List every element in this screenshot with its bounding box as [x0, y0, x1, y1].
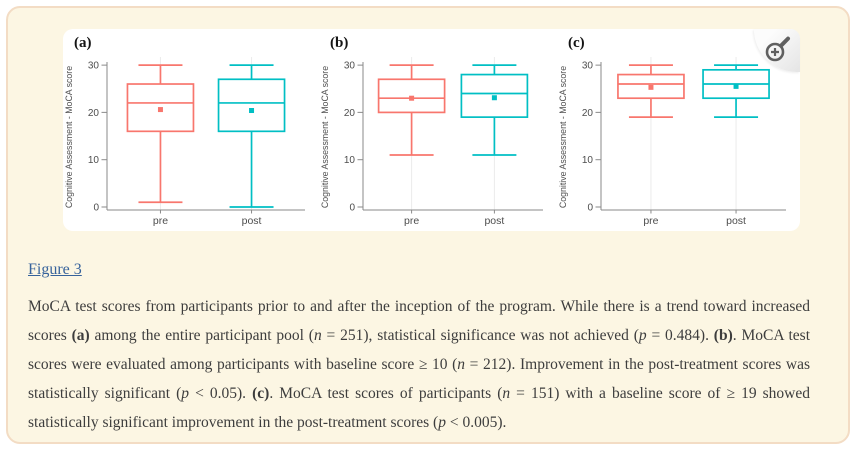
y-tick-label: 10 — [582, 155, 594, 166]
mean-marker — [249, 108, 255, 114]
caption-run: among the entire participant pool ( — [89, 327, 314, 344]
box-post — [217, 78, 286, 133]
panel-letter-c: (c) — [568, 35, 585, 51]
y-tick-label: 20 — [88, 108, 100, 119]
y-tick-label: 20 — [344, 108, 356, 119]
panel-letter-a: (a) — [74, 35, 92, 51]
x-category-label: post — [242, 215, 262, 227]
caption-run: (b) — [713, 327, 733, 344]
y-tick-label: 10 — [88, 155, 100, 166]
boxplot-c: Cognitive Assessment - MoCA score 0 10 20 30… — [558, 57, 786, 227]
caption-run: p — [181, 385, 190, 402]
caption-run: . MoCA test scores of participants ( — [269, 385, 503, 402]
mean-marker — [733, 83, 739, 89]
y-tick-label: 0 — [587, 203, 593, 214]
caption-run: < 0.05). — [189, 385, 253, 402]
boxplot-a: Cognitive Assessment - MoCA score 0 10 20 30… — [64, 57, 305, 227]
caption-run: n — [502, 385, 511, 402]
caption-run: n — [457, 356, 466, 373]
caption-run: (a) — [71, 327, 90, 344]
mean-marker — [409, 95, 415, 101]
mean-marker — [648, 84, 654, 90]
page-background: (a) Cognitive Assessment - MoCA score 0 10 2… — [6, 6, 850, 444]
panel-letter-b: (b) — [330, 35, 349, 51]
x-category-label: pre — [404, 215, 419, 227]
caption-run: = 212). Improvement in the post-treatmen… — [28, 356, 811, 402]
y-axis-title: Cognitive Assessment - MoCA score — [64, 66, 74, 208]
figure-link[interactable]: Figure 3 — [28, 261, 82, 278]
caption-run: (c) — [252, 385, 270, 402]
x-category-label: post — [484, 215, 504, 227]
y-tick-label: 30 — [344, 61, 356, 72]
caption-run: p — [438, 414, 446, 431]
figure-caption: MoCA test scores from participants prior… — [28, 292, 810, 437]
caption-run: = 0.484). — [646, 327, 714, 344]
y-axis-title: Cognitive Assessment - MoCA score — [558, 66, 568, 208]
x-category-label: post — [726, 215, 746, 227]
boxplot-b: Cognitive Assessment - MoCA score 0 10 20 30… — [320, 57, 543, 227]
caption-run: p — [638, 327, 647, 344]
caption-run: < 0.005). — [445, 414, 507, 431]
y-tick-label: 20 — [582, 108, 594, 119]
caption-run: = 151) with a baseline score of ≥ 19 sho… — [28, 385, 810, 431]
y-axis-title: Cognitive Assessment - MoCA score — [320, 66, 330, 208]
y-tick-label: 0 — [349, 203, 355, 214]
zoom-button[interactable] — [754, 29, 800, 72]
panel-a: (a) Cognitive Assessment - MoCA score 0 10 2… — [63, 29, 319, 231]
mean-marker — [491, 95, 497, 101]
caption-run: = 251), statistical significance was not… — [321, 327, 639, 344]
y-tick-label: 30 — [88, 61, 100, 72]
x-category-label: pre — [643, 215, 658, 227]
caption-run: . MoCA test scores were evaluated among … — [28, 327, 811, 373]
panel-c: (c) Cognitive Assessment - MoCA score 0 10 2… — [557, 29, 800, 231]
mean-marker — [157, 107, 163, 113]
panel-b: (b) Cognitive Assessment - MoCA score 0 10 2… — [319, 29, 557, 231]
y-tick-label: 0 — [93, 203, 99, 214]
y-tick-label: 30 — [582, 61, 594, 72]
caption-run: MoCA test scores from participants prior… — [28, 298, 810, 344]
x-category-label: pre — [153, 215, 168, 227]
caption-run: n — [313, 327, 322, 344]
boxplot-panels: (a) Cognitive Assessment - MoCA score 0 10 2… — [63, 29, 800, 231]
figure-card: (a) Cognitive Assessment - MoCA score 0 10 2… — [63, 29, 800, 231]
y-tick-label: 10 — [344, 155, 356, 166]
magnifier-plus-icon — [765, 36, 790, 62]
